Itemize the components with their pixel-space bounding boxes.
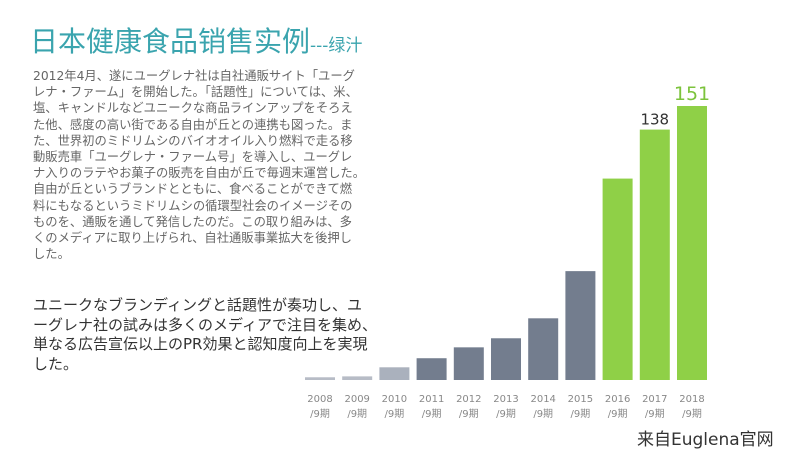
x-tick-suffix: /9期 <box>496 408 516 420</box>
bar-2010 <box>379 367 410 380</box>
x-tick-label: 2013 <box>493 394 518 405</box>
bar-2014 <box>528 318 559 380</box>
text-line: ユニークなブランディングと話題性が奏功し、ユ <box>33 296 362 314</box>
text-line: 2012年4月、遂にユーグレナ社は自社通販サイト「ユーグ <box>33 69 355 83</box>
text-line: ナ入りのラテやお菓子の販売を自由が丘で毎週末運営した。 <box>33 166 366 181</box>
x-tick-suffix: /9期 <box>422 408 442 420</box>
x-tick-label: 2009 <box>344 394 369 405</box>
bar-2015 <box>565 271 596 380</box>
body-paragraph: 2012年4月、遂にユーグレナ社は自社通販サイト「ユーグ レナ・ファーム」を開始し… <box>33 68 423 262</box>
x-tick-label: 2015 <box>568 394 593 405</box>
text-line: 塩、キャンドルなどユニークな商品ラインアップをそろえ <box>33 101 353 116</box>
title-sub: ---绿汁 <box>310 36 363 56</box>
x-tick-label: 2008 <box>307 394 332 405</box>
text-line: 自由が丘というブランドとともに、食べることができて燃 <box>33 182 353 197</box>
x-tick-suffix: /9期 <box>571 408 591 420</box>
x-tick-suffix: /9期 <box>347 408 367 420</box>
text-line: 動販売車「ユーグレナ・ファーム号」を導入し、ユーグレ <box>33 150 353 165</box>
text-line: 料にもなるというミドリムシの循環型社会のイメージその <box>33 198 353 213</box>
bar-2012 <box>453 347 484 380</box>
x-tick-suffix: /9期 <box>385 408 405 420</box>
x-tick-label: 2010 <box>382 394 407 405</box>
x-tick-label: 2018 <box>679 394 704 405</box>
title-main: 日本健康食品销售实例 <box>30 25 311 58</box>
text-line: した。 <box>33 354 79 373</box>
bar-2011 <box>416 358 447 380</box>
text-line: た他、感度の高い街である自由が丘との連携も図った。ま <box>33 117 353 132</box>
x-tick-label: 2014 <box>530 394 555 405</box>
bar-2018 <box>677 106 707 380</box>
page-title: 日本健康食品销售实例---绿汁 <box>30 20 362 60</box>
x-tick-suffix: /9期 <box>608 408 628 420</box>
x-tick-label: 2012 <box>456 394 481 405</box>
text-line: くのメディアに取り上げられ、自社通販事業拡大を後押し <box>33 231 352 246</box>
bar-2017 <box>639 129 670 380</box>
bar-2009 <box>342 376 373 380</box>
x-tick-suffix: /9期 <box>682 408 702 420</box>
x-tick-label: 2017 <box>642 394 667 405</box>
x-tick-label: 2016 <box>605 394 630 405</box>
summary-paragraph: ユニークなブランディングと話題性が奏功し、ユ ーグレナ社の試みは多くのメディアで注… <box>33 296 377 374</box>
x-tick-suffix: /9期 <box>310 408 330 420</box>
bar-2016 <box>602 178 633 380</box>
x-tick-suffix: /9期 <box>533 408 553 420</box>
bar-2008 <box>305 377 335 380</box>
text-line: ーグレナ社の試みは多くのメディアで注目を集め、 <box>33 315 377 334</box>
text-line: 単なる広告宣伝以上のPR効果と認知度向上を実現 <box>33 335 368 353</box>
x-tick-label: 2011 <box>419 394 444 405</box>
bar-2013 <box>491 338 521 380</box>
text-line: レナ・ファーム」を開始した。「話題性」については、米、 <box>33 85 358 100</box>
data-label-2017: 138 <box>640 111 669 129</box>
text-line: ものを、通販を通して発信したのだ。この取り組みは、多 <box>33 214 352 229</box>
text-line: した。 <box>33 247 70 262</box>
x-tick-suffix: /9期 <box>645 408 665 420</box>
source-footer: 来自Euglena官网 <box>637 430 774 450</box>
data-label-2018: 151 <box>674 83 710 105</box>
text-line: た、世界初のミドリムシのバイオオイル入り燃料で走る移 <box>33 133 353 148</box>
x-tick-suffix: /9期 <box>459 408 479 420</box>
